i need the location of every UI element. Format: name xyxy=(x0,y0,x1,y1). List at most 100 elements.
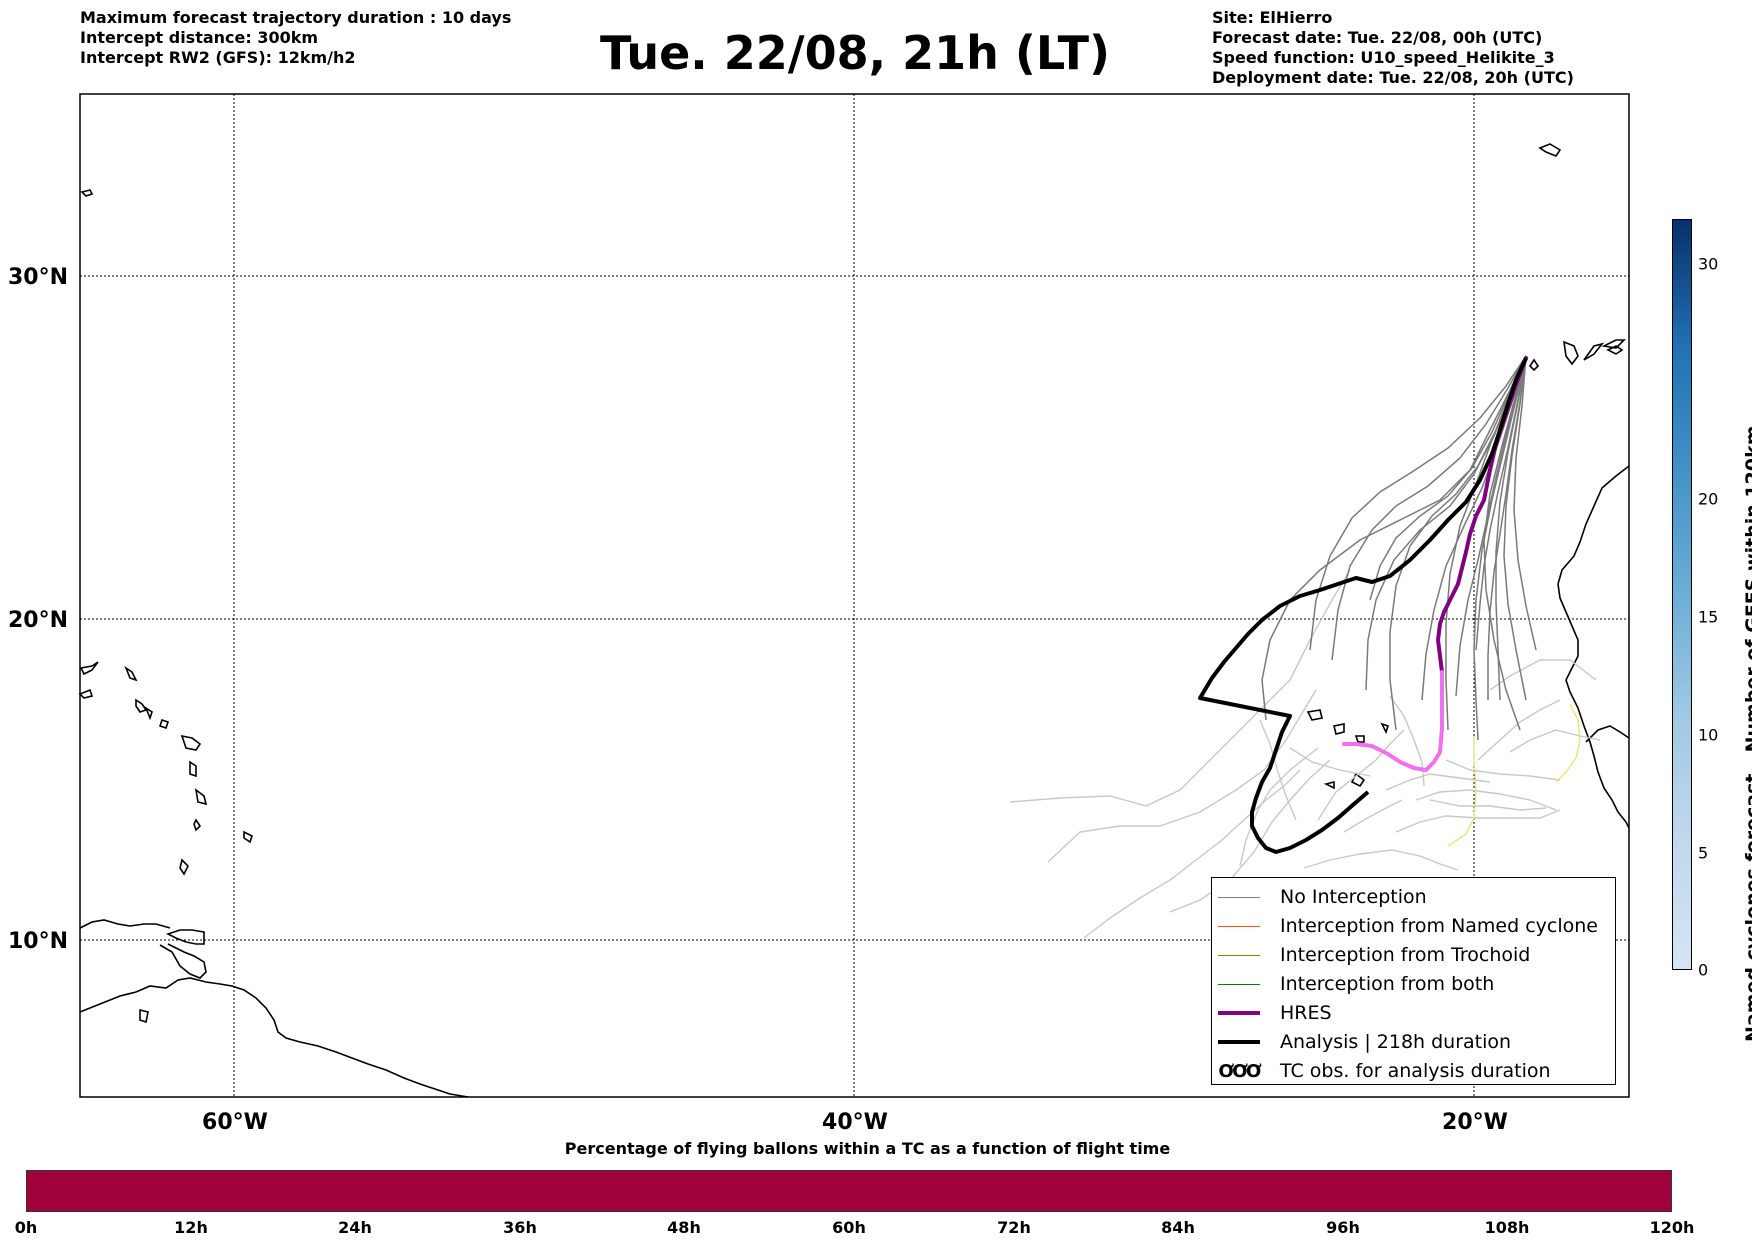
legend-label: TC obs. for analysis duration xyxy=(1280,1060,1551,1082)
legend-item-hres: HRES xyxy=(1218,1000,1332,1026)
tc-bar-tick: 12h xyxy=(174,1218,208,1237)
lon-label-20w: 20°W xyxy=(1442,1110,1508,1135)
axis-labels: 30°N 20°N 10°N 60°W 40°W 20°W xyxy=(8,265,1508,1135)
gray-trajectory xyxy=(1261,355,1527,721)
canary-island-d xyxy=(1606,345,1624,355)
colorbar-tick: 5 xyxy=(1698,843,1709,863)
no-interception-swatch xyxy=(1218,896,1260,898)
island-f xyxy=(158,718,170,730)
island-e xyxy=(144,705,153,721)
late-trajectory xyxy=(1047,689,1317,863)
cape-verde-e xyxy=(1323,780,1335,790)
late-trajectory xyxy=(1289,747,1371,777)
legend-item-no-interception: No Interception xyxy=(1218,884,1427,910)
island-a xyxy=(79,661,99,676)
late-trajectory xyxy=(1009,569,1351,807)
cape-verde-b xyxy=(1333,723,1345,735)
tc-bar-title: Percentage of flying ballons within a TC… xyxy=(564,1139,1171,1158)
late-trajectory xyxy=(1509,729,1601,753)
cape-verde-a xyxy=(1306,709,1323,721)
map-legend: No Interception Interception from Named … xyxy=(1211,877,1616,1085)
gray-trajectory xyxy=(1331,355,1527,661)
hres-swatch xyxy=(1218,1011,1260,1015)
late-trajectory xyxy=(1083,769,1301,939)
africa-coast xyxy=(1557,465,1630,829)
tc-bar-tick: 84h xyxy=(1161,1218,1195,1237)
legend-label: Analysis | 218h duration xyxy=(1280,1031,1512,1053)
gray-trajectory xyxy=(1483,355,1527,731)
gray-trajectory xyxy=(1475,355,1527,651)
yellow-trajectory xyxy=(1555,703,1581,783)
legend-item-named-cyclone: Interception from Named cyclone xyxy=(1218,913,1598,939)
map-title: Tue. 22/08, 21h (LT) xyxy=(600,26,1110,80)
cape-verde-d xyxy=(1380,722,1390,735)
run-info-right: Site: ElHierro Forecast date: Tue. 22/08… xyxy=(1212,8,1574,88)
intercept-rw2-text: Intercept RW2 (GFS): 12km/h2 xyxy=(80,48,356,67)
hres-line-late xyxy=(1342,670,1444,772)
dominica-coast xyxy=(189,760,197,778)
legend-item-trochoid: Interception from Trochoid xyxy=(1218,942,1530,968)
late-trajectory xyxy=(1343,799,1403,833)
tc-bar-tick: 36h xyxy=(503,1218,537,1237)
trochoid-swatch xyxy=(1218,954,1260,956)
yellow-trajectories xyxy=(1447,703,1581,847)
tc-percentage-bar xyxy=(26,1170,1672,1212)
tc-bar-tick: 72h xyxy=(997,1218,1031,1237)
late-trajectory xyxy=(1169,759,1331,913)
legend-label: Interception from both xyxy=(1280,973,1495,995)
colorbar-tick: 10 xyxy=(1698,725,1719,745)
late-trajectory xyxy=(1415,789,1557,811)
analysis-line xyxy=(1198,357,1528,854)
tc-bar-tick: 60h xyxy=(832,1218,866,1237)
lon-label-60w: 60°W xyxy=(202,1110,268,1135)
coastlines xyxy=(78,143,1630,1098)
named-cyclone-swatch xyxy=(1218,925,1260,927)
late-trajectory xyxy=(1259,719,1297,821)
graticule xyxy=(80,94,1629,1097)
legend-item-tc-obs: ƠƠƠ TC obs. for analysis duration xyxy=(1218,1058,1551,1084)
gray-trajectory xyxy=(1487,355,1527,700)
cape-verde-f xyxy=(1350,772,1366,788)
tc-bar-tick: 120h xyxy=(1649,1218,1695,1237)
island-b xyxy=(78,688,94,699)
south-america-coast xyxy=(79,977,469,1098)
analysis-swatch xyxy=(1218,1040,1260,1044)
deployment-date-text: Deployment date: Tue. 22/08, 20h (UTC) xyxy=(1212,68,1574,87)
island-c xyxy=(124,665,138,682)
lat-label-20n: 20°N xyxy=(8,608,68,633)
named-cyclone-colorbar xyxy=(1672,219,1692,970)
tc-bar-tick: 0h xyxy=(14,1218,38,1237)
gambia-coast xyxy=(1585,725,1630,743)
colorbar-label: Named cyclones forecast - Number of GEFS… xyxy=(1742,425,1752,1042)
legend-label: Interception from Trochoid xyxy=(1280,944,1531,966)
colorbar-tick: 0 xyxy=(1698,960,1709,980)
speed-function-text: Speed function: U10_speed_Helikite_3 xyxy=(1212,48,1555,67)
colorbar-tick: 20 xyxy=(1698,489,1719,509)
legend-item-both: Interception from both xyxy=(1218,971,1494,997)
gray-trajectory xyxy=(1455,355,1527,697)
site-text: Site: ElHierro xyxy=(1212,8,1333,27)
intercept-distance-text: Intercept distance: 300km xyxy=(80,28,319,47)
canary-island-a xyxy=(1563,340,1579,366)
barbados-coast xyxy=(243,830,253,844)
late-trajectories xyxy=(1009,569,1601,939)
late-trajectory xyxy=(1317,729,1405,821)
island-d xyxy=(135,698,148,713)
late-trajectory xyxy=(1429,799,1547,811)
gray-trajectory xyxy=(1513,355,1537,651)
gray-trajectory xyxy=(1389,355,1527,731)
st-vincent-coast xyxy=(179,858,189,876)
canary-island-e xyxy=(1528,358,1540,372)
gray-trajectory xyxy=(1309,355,1527,651)
forecast-date-text: Forecast date: Tue. 22/08, 00h (UTC) xyxy=(1212,28,1543,47)
lat-label-30n: 30°N xyxy=(8,265,68,290)
lat-label-10n: 10°N xyxy=(8,929,68,954)
orinoco-coast xyxy=(159,943,207,979)
madeira-coast xyxy=(1538,143,1562,157)
tc-bar-tick: 96h xyxy=(1326,1218,1360,1237)
bermuda-coast xyxy=(80,189,94,197)
lon-label-40w: 40°W xyxy=(822,1110,888,1135)
canary-island-b xyxy=(1583,342,1605,361)
cape-verde-c xyxy=(1354,735,1365,743)
trinidad-coast xyxy=(165,929,205,945)
